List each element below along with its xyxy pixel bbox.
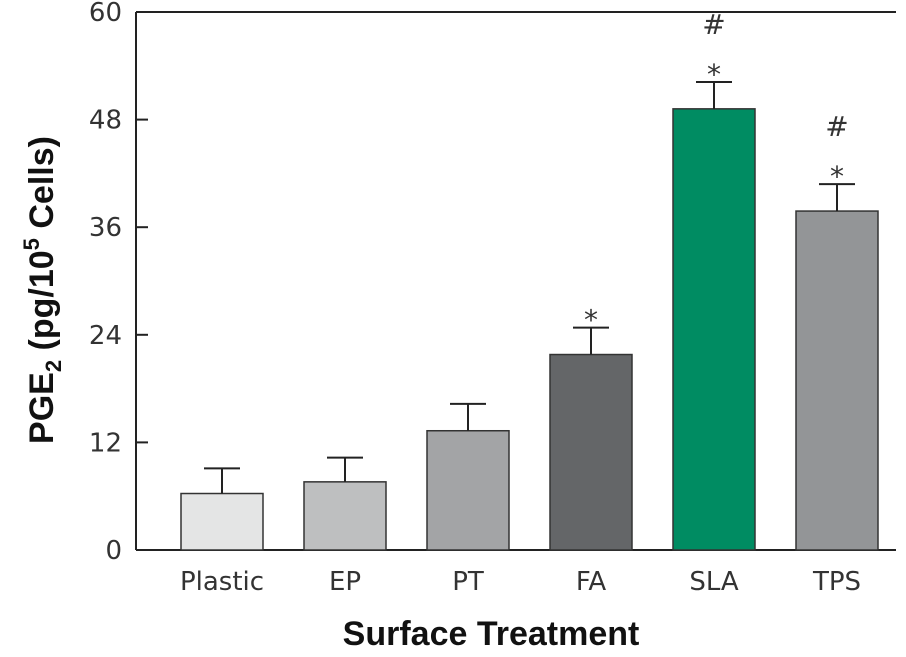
x-axis-title: Surface Treatment [343, 615, 640, 653]
x-category-label: Plastic [180, 567, 264, 597]
bar-fa [549, 353, 633, 551]
y-tick-label: 24 [89, 321, 122, 351]
bar-tps [795, 210, 879, 551]
bar-ep [303, 481, 387, 551]
x-category-label: SLA [689, 567, 739, 597]
y-axis-title-superscript: 5 [19, 238, 44, 250]
y-tick-label: 0 [105, 536, 122, 566]
significance-hash: # [825, 110, 848, 143]
plot-frame [135, 11, 896, 551]
x-category-label: TPS [812, 567, 861, 597]
significance-star: * [584, 304, 598, 337]
y-tick-label: 12 [89, 428, 122, 458]
x-category-label: PT [452, 567, 484, 597]
x-category-label: EP [329, 567, 361, 597]
bar-sla [672, 108, 756, 551]
y-axis-title-cells: Cells) [23, 136, 61, 238]
bar-plastic [180, 492, 264, 551]
significance-star: * [830, 160, 844, 193]
bars-group [180, 80, 879, 551]
bar-pt [426, 429, 510, 551]
y-axis-title-subscript: 2 [41, 360, 66, 372]
y-axis-title-main: PGE [23, 372, 61, 444]
y-axis-title: PGE2 (pg/105 Cells) [19, 136, 66, 444]
significance-annotations: * # * # * [584, 8, 849, 337]
x-category-labels: Plastic EP PT FA SLA TPS [180, 567, 861, 597]
y-axis-title-unit: (pg/10 [23, 250, 61, 360]
y-tick-label: 36 [89, 213, 122, 243]
y-ticks-group: 0 12 24 36 48 60 [89, 0, 148, 566]
y-tick-label: 48 [89, 106, 122, 136]
x-category-label: FA [576, 567, 607, 597]
y-tick-label: 60 [89, 0, 122, 28]
significance-star: * [707, 58, 721, 91]
significance-hash: # [702, 8, 725, 41]
